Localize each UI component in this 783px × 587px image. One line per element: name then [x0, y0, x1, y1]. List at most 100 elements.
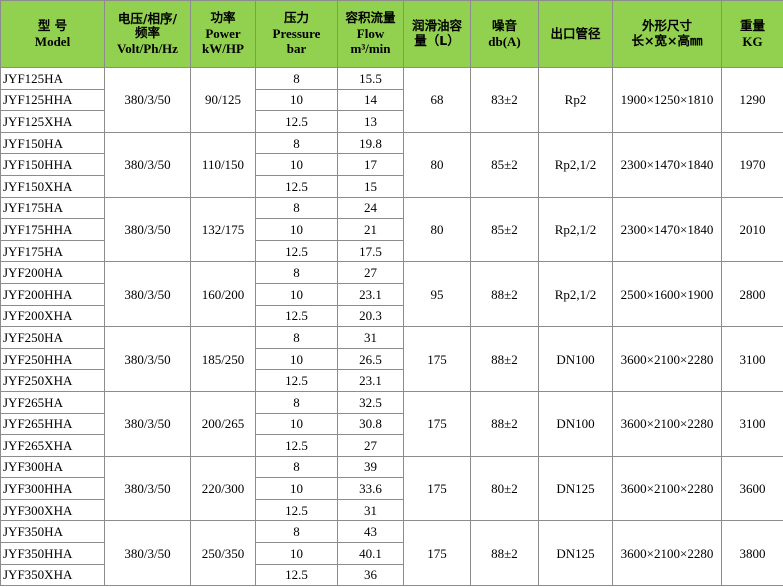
model-cell: JYF265HHA	[0, 412, 105, 436]
power-cell: 185/250	[190, 326, 256, 392]
outlet-cell: DN125	[538, 455, 613, 522]
table-row: JYF175HA 12.5 17.5	[0, 239, 783, 263]
power-cell: 110/150	[190, 131, 256, 198]
flow-cell: 27	[337, 434, 404, 457]
header-text: 压力	[283, 10, 309, 26]
table-body: JYF125HA 380/3/50 90/125 8 15.5 68 83±2 Rp2 1900…	[0, 67, 783, 587]
header-cell: 重量 KG	[721, 0, 783, 68]
noise-cell: 80±2	[470, 455, 539, 522]
model-cell: JYF125HHA	[0, 88, 105, 112]
pressure-cell: 8	[255, 390, 338, 414]
pressure-cell: 10	[255, 282, 338, 306]
pressure-cell: 10	[255, 153, 338, 176]
table-row: JYF125XHA 12.5 13	[0, 110, 783, 133]
pressure-cell: 10	[255, 477, 338, 500]
table-row: JYF175HHA 10 21	[0, 218, 783, 241]
header-cell: 出口管径	[538, 0, 613, 68]
pressure-cell: 12.5	[255, 174, 338, 198]
flow-cell: 43	[337, 520, 404, 544]
header-text: 电压/相序/	[117, 10, 178, 26]
model-cell: JYF150HA	[0, 131, 105, 155]
model-cell: JYF350HA	[0, 520, 105, 544]
model-cell: JYF175HHA	[0, 218, 105, 241]
flow-cell: 20.3	[337, 304, 404, 328]
model-cell: JYF350XHA	[0, 563, 105, 587]
noise-cell: 83±2	[470, 67, 539, 133]
table-row: JYF200HHA 10 23.1	[0, 282, 783, 306]
pressure-cell: 8	[255, 131, 338, 155]
voltage-cell: 380/3/50	[104, 390, 191, 457]
header-text: kW/HP	[202, 41, 244, 57]
header-text: Volt/Ph/Hz	[117, 41, 178, 57]
model-cell: JYF300HHA	[0, 477, 105, 500]
header-text: 出口管径	[550, 25, 601, 41]
dimensions-cell: 1900×1250×1810	[612, 67, 722, 133]
pressure-cell: 8	[255, 261, 338, 284]
header-cell: 功率 Power kW/HP	[190, 0, 256, 68]
flow-cell: 23.1	[337, 282, 404, 306]
outlet-cell: DN100	[538, 326, 613, 392]
weight-cell: 2010	[721, 196, 783, 263]
flow-cell: 36	[337, 563, 404, 587]
pressure-cell: 10	[255, 218, 338, 241]
outlet-cell: DN125	[538, 520, 613, 587]
header-text: 功率	[210, 10, 236, 26]
header-cell: 型 号 Model	[0, 0, 105, 68]
model-cell: JYF300HA	[0, 455, 105, 479]
table-row: JYF350HA 380/3/50 250/350 8 43 175 88±2 DN125 36…	[0, 520, 783, 587]
power-cell: 160/200	[190, 261, 256, 328]
model-cell: JYF175HA	[0, 196, 105, 220]
pressure-cell: 12.5	[255, 369, 338, 392]
flow-cell: 32.5	[337, 390, 404, 414]
dimensions-cell: 3600×2100×2280	[612, 520, 722, 587]
power-cell: 250/350	[190, 520, 256, 587]
model-cell: JYF200HHA	[0, 282, 105, 306]
header-cell: 润滑油容 量（L）	[403, 0, 471, 68]
model-cell: JYF200HA	[0, 261, 105, 284]
flow-cell: 23.1	[337, 369, 404, 392]
header-text: Pressure	[272, 26, 321, 42]
flow-cell: 30.8	[337, 412, 404, 436]
header-cell: 噪音 db(A)	[470, 0, 539, 68]
header-text: Model	[34, 33, 71, 49]
weight-cell: 1290	[721, 67, 783, 133]
flow-cell: 24	[337, 196, 404, 220]
table-row: JYF150HHA 10 17	[0, 153, 783, 176]
oil-cell: 175	[403, 390, 471, 457]
table-row: JYF350HHA 10 40.1	[0, 542, 783, 565]
header-text: 量（L）	[414, 33, 460, 48]
oil-cell: 80	[403, 131, 471, 198]
noise-cell: 85±2	[470, 131, 539, 198]
table-row: JYF125HA 380/3/50 90/125 8 15.5 68 83±2 Rp2 1900…	[0, 67, 783, 133]
table-row: JYF300HHA 10 33.6	[0, 477, 783, 500]
pressure-cell: 8	[255, 520, 338, 544]
dimensions-cell: 3600×2100×2280	[612, 455, 722, 522]
flow-cell: 31	[337, 498, 404, 522]
pressure-cell: 12.5	[255, 563, 338, 587]
weight-cell: 3600	[721, 455, 783, 522]
flow-cell: 15.5	[337, 67, 404, 90]
flow-cell: 40.1	[337, 542, 404, 565]
power-cell: 200/265	[190, 390, 256, 457]
flow-cell: 31	[337, 326, 404, 349]
header-text: 型 号	[37, 17, 68, 33]
header-text: 外形尺寸	[641, 18, 692, 34]
noise-cell: 85±2	[470, 196, 539, 263]
oil-cell: 175	[403, 520, 471, 587]
weight-cell: 1970	[721, 131, 783, 198]
flow-cell: 17	[337, 153, 404, 176]
header-text: 重量	[739, 17, 765, 33]
header-text: 噪音	[491, 17, 517, 33]
model-cell: JYF150XHA	[0, 174, 105, 198]
model-cell: JYF250HHA	[0, 347, 105, 371]
outlet-cell: DN100	[538, 390, 613, 457]
header-cell: 电压/相序/频率 Volt/Ph/Hz	[104, 0, 191, 68]
flow-cell: 27	[337, 261, 404, 284]
header-text: 长×宽×高㎜	[631, 33, 703, 48]
header-cell: 压力 Pressure bar	[255, 0, 338, 68]
flow-cell: 14	[337, 88, 404, 112]
outlet-cell: Rp2,1/2	[538, 261, 613, 328]
pressure-cell: 12.5	[255, 498, 338, 522]
power-cell: 220/300	[190, 455, 256, 522]
